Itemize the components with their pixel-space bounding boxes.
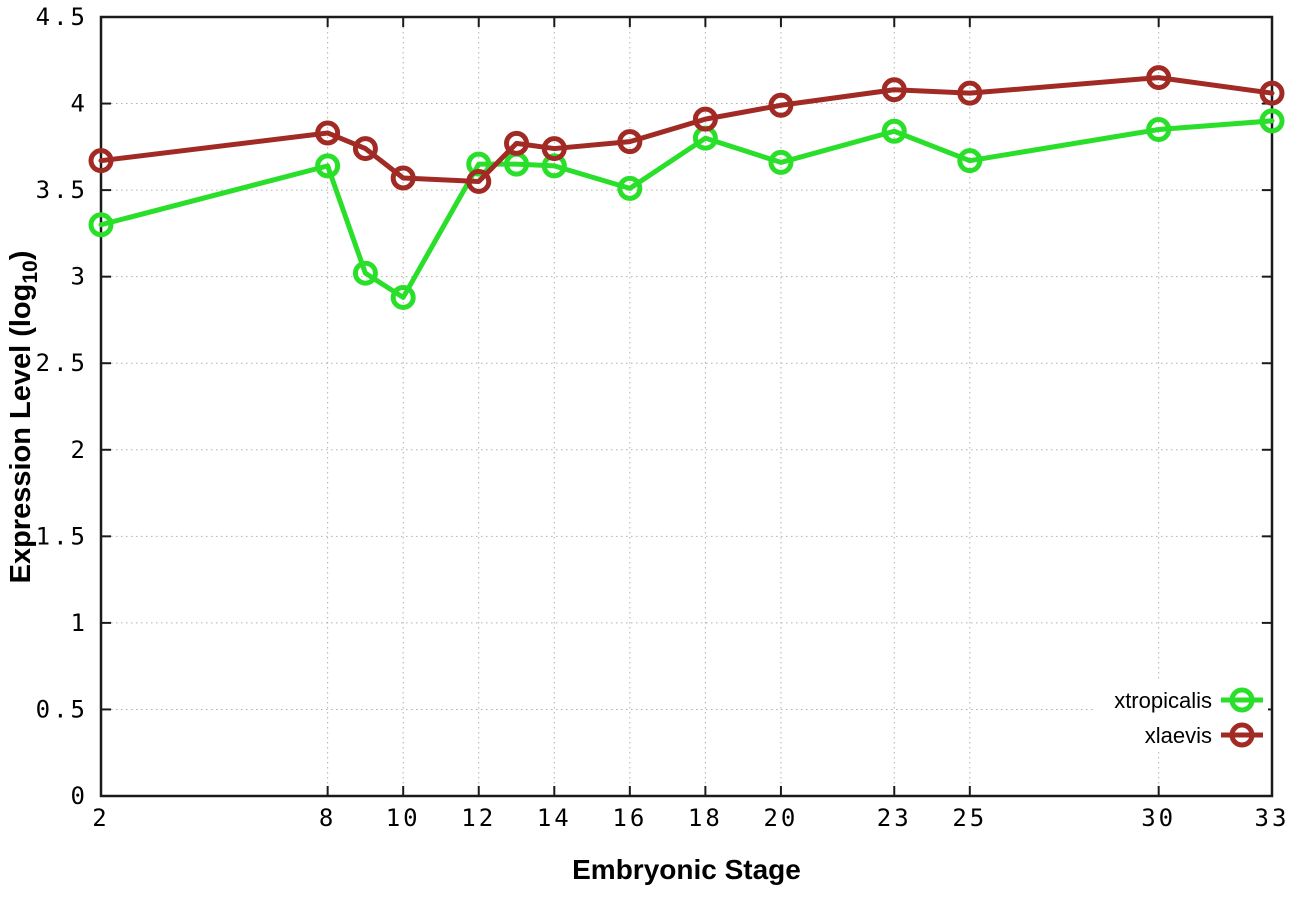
y-tick-label: 1.5 [36, 522, 88, 550]
data-point-xtropicalis-stage-23 [881, 118, 907, 144]
data-point-xtropicalis-stage-8 [315, 153, 341, 179]
x-tick-label: 14 [537, 804, 572, 832]
y-tick-label: 0 [71, 782, 88, 810]
x-tick-label: 18 [688, 804, 723, 832]
x-tick-label: 20 [763, 804, 798, 832]
legend-entry-xtropicalis: xtropicalis [1114, 687, 1263, 713]
y-tick-label: 2 [71, 436, 88, 464]
y-tick-label: 4 [71, 90, 88, 118]
data-point-xtropicalis-stage-25 [957, 148, 983, 174]
y-axis-title-close: ) [5, 251, 37, 261]
x-tick-label: 30 [1141, 804, 1176, 832]
legend-entry-xlaevis: xlaevis [1145, 722, 1263, 748]
x-tick-label: 25 [952, 804, 987, 832]
data-point-xtropicalis-stage-20 [768, 149, 794, 175]
data-point-xtropicalis-stage-10 [390, 284, 416, 310]
plot-border [99, 15, 1274, 798]
x-tick-label: 8 [319, 804, 336, 832]
data-point-xtropicalis-stage-16 [617, 175, 643, 201]
data-point-xlaevis-stage-13 [504, 130, 530, 156]
data-point-xlaevis-stage-2 [88, 148, 114, 174]
x-tick-label: 12 [461, 804, 496, 832]
x-tick-label: 16 [612, 804, 647, 832]
x-tick-label: 33 [1255, 804, 1290, 832]
x-tick-label: 23 [877, 804, 912, 832]
data-point-xlaevis-stage-23 [881, 77, 907, 103]
series-line-xtropicalis [98, 118, 1275, 300]
data-point-xlaevis-stage-33 [1259, 80, 1285, 106]
legend-marker-sample [1229, 722, 1255, 748]
data-point-xlaevis-stage-10 [390, 165, 416, 191]
data-point-xlaevis-stage-20 [768, 92, 794, 118]
data-point-xlaevis-stage-12 [466, 168, 492, 194]
series-xtropicalis [88, 108, 1285, 310]
x-axis-title: Embryonic Stage [572, 854, 801, 885]
data-point-xlaevis-stage-9 [352, 136, 378, 162]
y-axis-title-main: Expression Level (log [5, 284, 37, 584]
x-tick-label: 10 [386, 804, 421, 832]
legend-label: xtropicalis [1114, 688, 1212, 713]
data-point-xtropicalis-stage-9 [352, 260, 378, 286]
y-tick-label: 4.5 [36, 3, 88, 31]
y-tick-label: 3.5 [36, 176, 88, 204]
data-point-xtropicalis-stage-33 [1259, 108, 1285, 134]
y-tick-label: 0.5 [36, 695, 88, 723]
y-tick-label: 3 [71, 263, 88, 291]
data-point-xtropicalis-stage-30 [1146, 117, 1172, 143]
y-axis-title-subscript: 10 [19, 260, 42, 283]
data-point-xlaevis-stage-30 [1146, 65, 1172, 91]
y-tick-label: 1 [71, 609, 88, 637]
data-point-xlaevis-stage-18 [692, 106, 718, 132]
series-xlaevis [88, 65, 1285, 194]
data-point-xtropicalis-stage-2 [88, 212, 114, 238]
data-point-xtropicalis-stage-12 [466, 151, 492, 177]
y-tick-label: 2.5 [36, 349, 88, 377]
legend-marker-sample [1229, 687, 1255, 713]
data-point-xlaevis-stage-8 [315, 120, 341, 146]
x-tick-label: 2 [92, 804, 109, 832]
data-point-xlaevis-stage-16 [617, 129, 643, 155]
y-axis-title: Expression Level (log10) [5, 251, 42, 584]
legend-label: xlaevis [1145, 723, 1212, 748]
data-point-xlaevis-stage-14 [541, 136, 567, 162]
data-point-xtropicalis-stage-14 [541, 153, 567, 179]
data-point-xlaevis-stage-25 [957, 80, 983, 106]
